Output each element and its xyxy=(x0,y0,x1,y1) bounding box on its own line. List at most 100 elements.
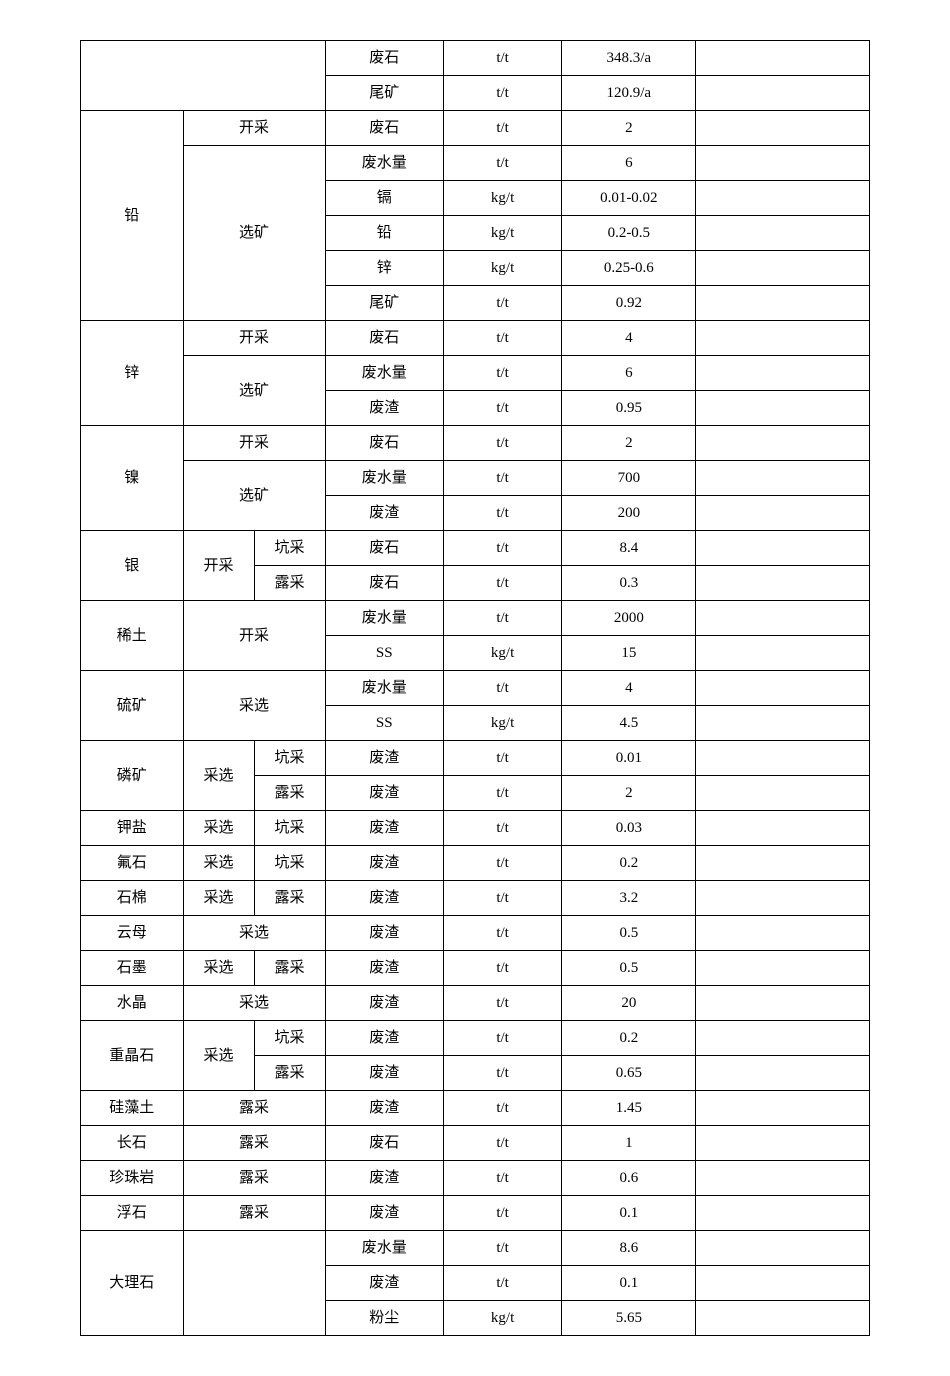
cell-material: 稀土 xyxy=(81,601,184,671)
cell: 废石 xyxy=(325,1126,443,1161)
table-row: 浮石 露采 废渣 t/t 0.1 xyxy=(81,1196,870,1231)
cell: t/t xyxy=(443,811,561,846)
table-row: 锌 开采 废石 t/t 4 xyxy=(81,321,870,356)
cell: t/t xyxy=(443,1091,561,1126)
cell: 0.01 xyxy=(562,741,696,776)
cell: t/t xyxy=(443,1266,561,1301)
cell: 0.92 xyxy=(562,286,696,321)
cell: 0.65 xyxy=(562,1056,696,1091)
cell: 4.5 xyxy=(562,706,696,741)
cell-subprocess: 露采 xyxy=(254,1056,325,1091)
cell-material: 重晶石 xyxy=(81,1021,184,1091)
table-row: 磷矿 采选 坑采 废渣 t/t 0.01 xyxy=(81,741,870,776)
cell xyxy=(696,1231,870,1266)
cell: 8.6 xyxy=(562,1231,696,1266)
cell: 废水量 xyxy=(325,671,443,706)
cell xyxy=(696,601,870,636)
cell-subprocess: 坑采 xyxy=(254,846,325,881)
cell xyxy=(696,811,870,846)
cell-process: 采选 xyxy=(183,881,254,916)
cell-material: 水晶 xyxy=(81,986,184,1021)
cell-material: 大理石 xyxy=(81,1231,184,1336)
cell: kg/t xyxy=(443,636,561,671)
cell: t/t xyxy=(443,1021,561,1056)
cell xyxy=(696,146,870,181)
cell: 废石 xyxy=(325,111,443,146)
cell-process: 采选 xyxy=(183,671,325,741)
cell: 废水量 xyxy=(325,356,443,391)
cell: 2 xyxy=(562,111,696,146)
cell xyxy=(696,76,870,111)
cell-process: 露采 xyxy=(183,1091,325,1126)
cell: 废渣 xyxy=(325,846,443,881)
cell: 废渣 xyxy=(325,1056,443,1091)
cell-process: 露采 xyxy=(183,1161,325,1196)
cell-material: 浮石 xyxy=(81,1196,184,1231)
table-row: 废石 t/t 348.3/a xyxy=(81,41,870,76)
cell-material: 石棉 xyxy=(81,881,184,916)
cell: 348.3/a xyxy=(562,41,696,76)
cell: t/t xyxy=(443,286,561,321)
table-row: 长石 露采 废石 t/t 1 xyxy=(81,1126,870,1161)
cell: t/t xyxy=(443,1196,561,1231)
cell: t/t xyxy=(443,1056,561,1091)
cell-process: 采选 xyxy=(183,811,254,846)
cell-subprocess: 露采 xyxy=(254,951,325,986)
cell xyxy=(696,1126,870,1161)
cell xyxy=(696,181,870,216)
cell: kg/t xyxy=(443,216,561,251)
table-row: 重晶石 采选 坑采 废渣 t/t 0.2 xyxy=(81,1021,870,1056)
cell: 废渣 xyxy=(325,1091,443,1126)
cell-subprocess: 露采 xyxy=(254,566,325,601)
cell xyxy=(696,461,870,496)
table-row: 珍珠岩 露采 废渣 t/t 0.6 xyxy=(81,1161,870,1196)
cell: 废水量 xyxy=(325,461,443,496)
cell: kg/t xyxy=(443,706,561,741)
cell: 0.01-0.02 xyxy=(562,181,696,216)
cell: t/t xyxy=(443,741,561,776)
cell: 废石 xyxy=(325,426,443,461)
cell: 0.2 xyxy=(562,846,696,881)
table-row: 水晶 采选 废渣 t/t 20 xyxy=(81,986,870,1021)
table-row: 石棉 采选 露采 废渣 t/t 3.2 xyxy=(81,881,870,916)
cell-process: 露采 xyxy=(183,1126,325,1161)
cell: t/t xyxy=(443,426,561,461)
cell-material: 锌 xyxy=(81,321,184,426)
cell-subprocess: 露采 xyxy=(254,881,325,916)
cell-process: 采选 xyxy=(183,846,254,881)
cell-process: 开采 xyxy=(183,111,325,146)
cell: t/t xyxy=(443,776,561,811)
cell: t/t xyxy=(443,1231,561,1266)
cell xyxy=(696,496,870,531)
cell: 6 xyxy=(562,146,696,181)
cell: 尾矿 xyxy=(325,286,443,321)
cell-process: 采选 xyxy=(183,916,325,951)
cell: 废水量 xyxy=(325,601,443,636)
cell: t/t xyxy=(443,461,561,496)
cell-material: 磷矿 xyxy=(81,741,184,811)
cell: 0.3 xyxy=(562,566,696,601)
cell-material: 硅藻土 xyxy=(81,1091,184,1126)
cell: t/t xyxy=(443,1161,561,1196)
cell: 废渣 xyxy=(325,881,443,916)
cell: 1 xyxy=(562,1126,696,1161)
cell: 0.03 xyxy=(562,811,696,846)
cell: 废渣 xyxy=(325,1196,443,1231)
cell: t/t xyxy=(443,916,561,951)
cell xyxy=(696,776,870,811)
cell xyxy=(696,1091,870,1126)
cell xyxy=(696,636,870,671)
cell: t/t xyxy=(443,671,561,706)
cell-process: 采选 xyxy=(183,1021,254,1091)
cell-subprocess: 坑采 xyxy=(254,811,325,846)
cell: 废渣 xyxy=(325,1266,443,1301)
cell: 0.25-0.6 xyxy=(562,251,696,286)
cell-process: 开采 xyxy=(183,321,325,356)
cell: t/t xyxy=(443,986,561,1021)
cell-process: 采选 xyxy=(183,741,254,811)
table-row: 选矿 废水量 t/t 6 xyxy=(81,146,870,181)
cell xyxy=(696,1266,870,1301)
cell xyxy=(696,391,870,426)
cell: 铅 xyxy=(325,216,443,251)
cell: t/t xyxy=(443,496,561,531)
